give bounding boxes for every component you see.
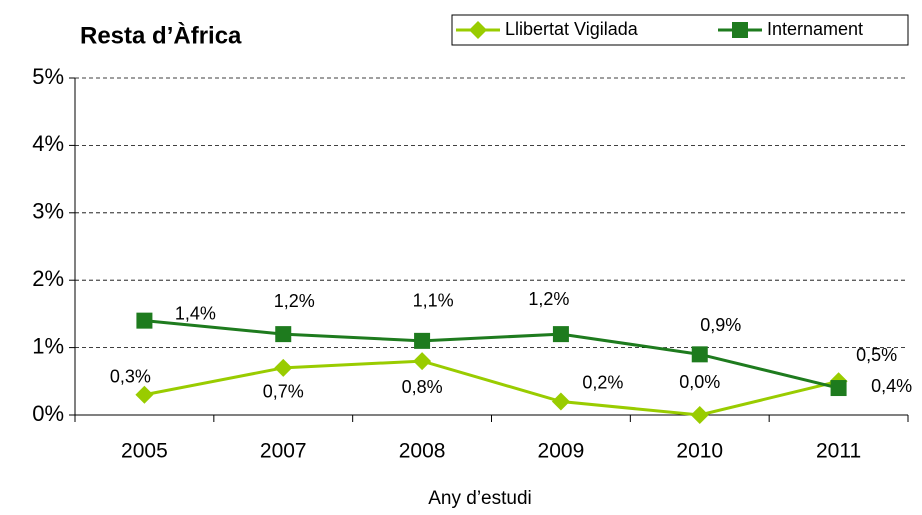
series-line — [144, 359, 839, 417]
x-tick-label: 2007 — [260, 440, 307, 463]
y-tick-label: 0% — [32, 401, 64, 426]
legend-label: Llibertat Vigilada — [505, 19, 639, 39]
marker — [469, 21, 487, 39]
legend-box — [451, 14, 909, 46]
x-tick-label: 2009 — [538, 440, 585, 463]
data-label: 0,8% — [402, 377, 443, 397]
marker — [135, 385, 154, 404]
data-label: 0,7% — [263, 382, 304, 402]
data-label: 0,5% — [856, 345, 897, 365]
series-line — [144, 319, 839, 390]
x-tick-label: 2011 — [816, 440, 861, 463]
data-label: 1,4% — [175, 303, 216, 323]
data-label: 0,0% — [679, 372, 720, 392]
data-label: 1,2% — [528, 289, 569, 309]
data-label: 1,1% — [413, 291, 454, 311]
data-label: 1,2% — [274, 291, 315, 311]
marker — [551, 392, 570, 411]
data-label: 0,9% — [700, 315, 741, 335]
x-tick-label: 2010 — [676, 440, 723, 463]
data-label: 0,4% — [871, 376, 912, 396]
x-axis-title: Any d’estudi — [428, 488, 532, 509]
legend-label: Internament — [767, 19, 863, 39]
marker — [275, 326, 292, 343]
marker — [274, 358, 293, 377]
marker — [414, 332, 431, 349]
marker — [732, 22, 748, 38]
marker — [830, 380, 847, 397]
marker — [413, 352, 432, 371]
y-tick-label: 5% — [32, 64, 64, 89]
y-tick-label: 4% — [32, 131, 64, 156]
marker — [691, 346, 708, 363]
data-label: 0,3% — [110, 367, 151, 387]
marker — [690, 406, 709, 424]
y-tick-label: 2% — [32, 266, 64, 291]
chart-title: Resta d’Àfrica — [80, 21, 242, 49]
x-tick-label: 2005 — [121, 440, 168, 463]
y-tick-label: 3% — [32, 199, 64, 224]
y-tick-label: 1% — [32, 333, 64, 358]
marker — [136, 312, 153, 329]
x-tick-label: 2008 — [399, 440, 446, 463]
marker — [552, 326, 569, 343]
data-label: 0,2% — [582, 372, 623, 392]
